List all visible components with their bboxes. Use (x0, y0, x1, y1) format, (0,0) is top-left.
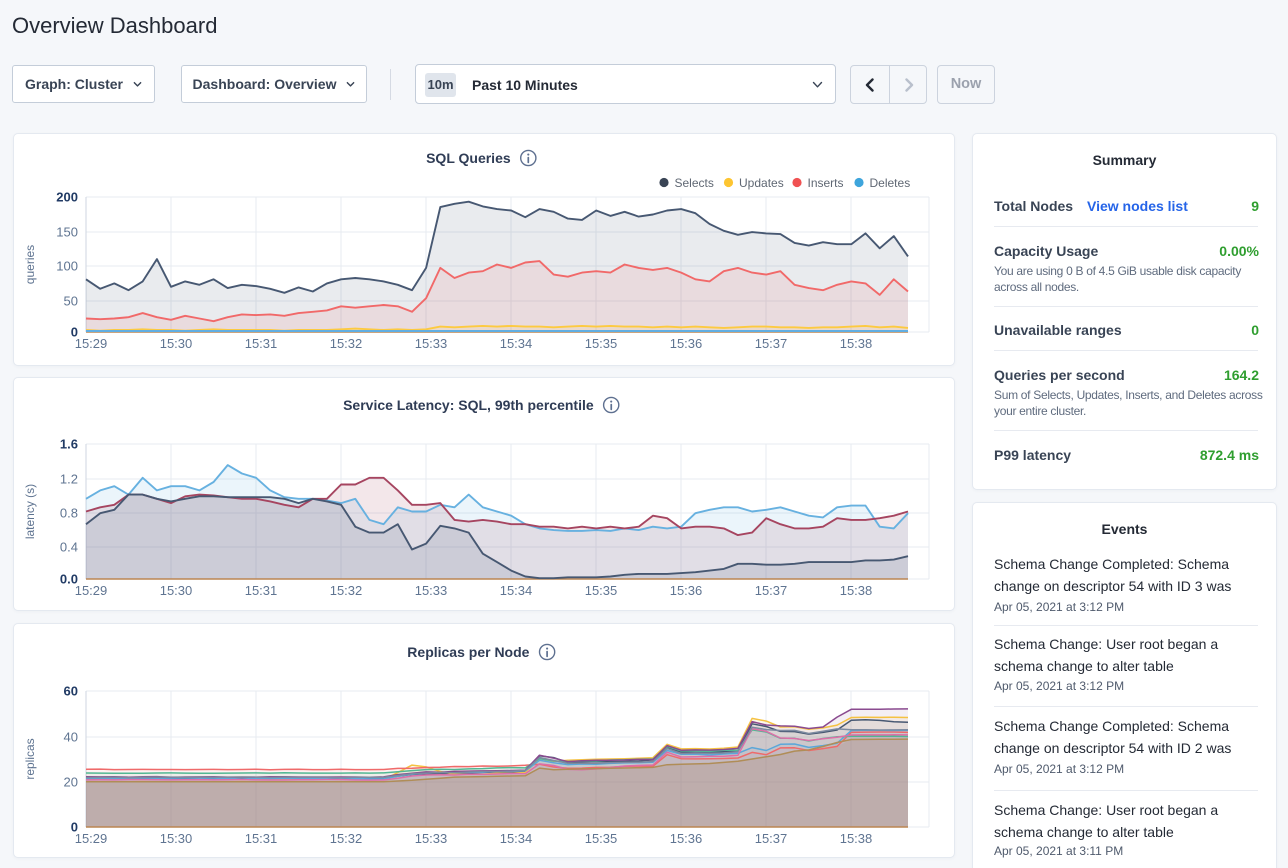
svg-text:1.6: 1.6 (60, 437, 78, 452)
svg-text:15:33: 15:33 (415, 336, 448, 351)
svg-text:15:30: 15:30 (160, 583, 193, 598)
svg-text:15:37: 15:37 (755, 831, 788, 846)
svg-text:15:33: 15:33 (415, 583, 448, 598)
svg-text:15:31: 15:31 (245, 583, 278, 598)
svg-text:15:29: 15:29 (75, 583, 108, 598)
svg-text:20: 20 (64, 775, 78, 790)
svg-text:15:30: 15:30 (160, 336, 193, 351)
svg-text:queries: queries (23, 245, 37, 284)
svg-text:Deletes: Deletes (870, 176, 911, 190)
svg-text:15:29: 15:29 (75, 831, 108, 846)
svg-text:15:34: 15:34 (500, 336, 533, 351)
svg-text:Replicas per Node: Replicas per Node (407, 644, 529, 660)
svg-text:Inserts: Inserts (808, 176, 844, 190)
svg-text:15:32: 15:32 (330, 583, 363, 598)
svg-text:15:36: 15:36 (670, 336, 703, 351)
svg-text:15:33: 15:33 (415, 831, 448, 846)
svg-text:15:35: 15:35 (585, 583, 618, 598)
svg-text:15:35: 15:35 (585, 831, 618, 846)
svg-text:40: 40 (64, 730, 78, 745)
svg-text:Selects: Selects (675, 176, 714, 190)
svg-text:0.0: 0.0 (60, 572, 78, 587)
svg-text:150: 150 (56, 225, 78, 240)
svg-text:15:38: 15:38 (840, 831, 873, 846)
svg-text:latency (s): latency (s) (23, 484, 37, 539)
svg-text:60: 60 (64, 684, 78, 699)
svg-text:Updates: Updates (739, 176, 784, 190)
svg-text:15:30: 15:30 (160, 831, 193, 846)
svg-text:15:34: 15:34 (500, 583, 533, 598)
svg-text:15:38: 15:38 (840, 583, 873, 598)
svg-text:15:32: 15:32 (330, 336, 363, 351)
svg-text:100: 100 (56, 259, 78, 274)
svg-text:Service Latency: SQL, 99th per: Service Latency: SQL, 99th percentile (343, 397, 594, 413)
svg-text:15:37: 15:37 (755, 583, 788, 598)
svg-text:15:36: 15:36 (670, 831, 703, 846)
svg-text:200: 200 (56, 190, 78, 205)
svg-text:15:37: 15:37 (755, 336, 788, 351)
svg-text:replicas: replicas (23, 738, 37, 779)
svg-text:50: 50 (64, 294, 78, 309)
svg-text:15:38: 15:38 (840, 336, 873, 351)
svg-text:1.2: 1.2 (60, 472, 78, 487)
svg-text:15:35: 15:35 (585, 336, 618, 351)
svg-text:15:36: 15:36 (670, 583, 703, 598)
svg-text:0.4: 0.4 (60, 540, 78, 555)
svg-text:SQL Queries: SQL Queries (426, 150, 511, 166)
svg-text:15:31: 15:31 (245, 336, 278, 351)
svg-text:0: 0 (71, 820, 78, 835)
svg-text:15:34: 15:34 (500, 831, 533, 846)
svg-text:0: 0 (71, 325, 78, 340)
svg-text:15:32: 15:32 (330, 831, 363, 846)
svg-text:15:29: 15:29 (75, 336, 108, 351)
svg-text:0.8: 0.8 (60, 506, 78, 521)
svg-text:15:31: 15:31 (245, 831, 278, 846)
